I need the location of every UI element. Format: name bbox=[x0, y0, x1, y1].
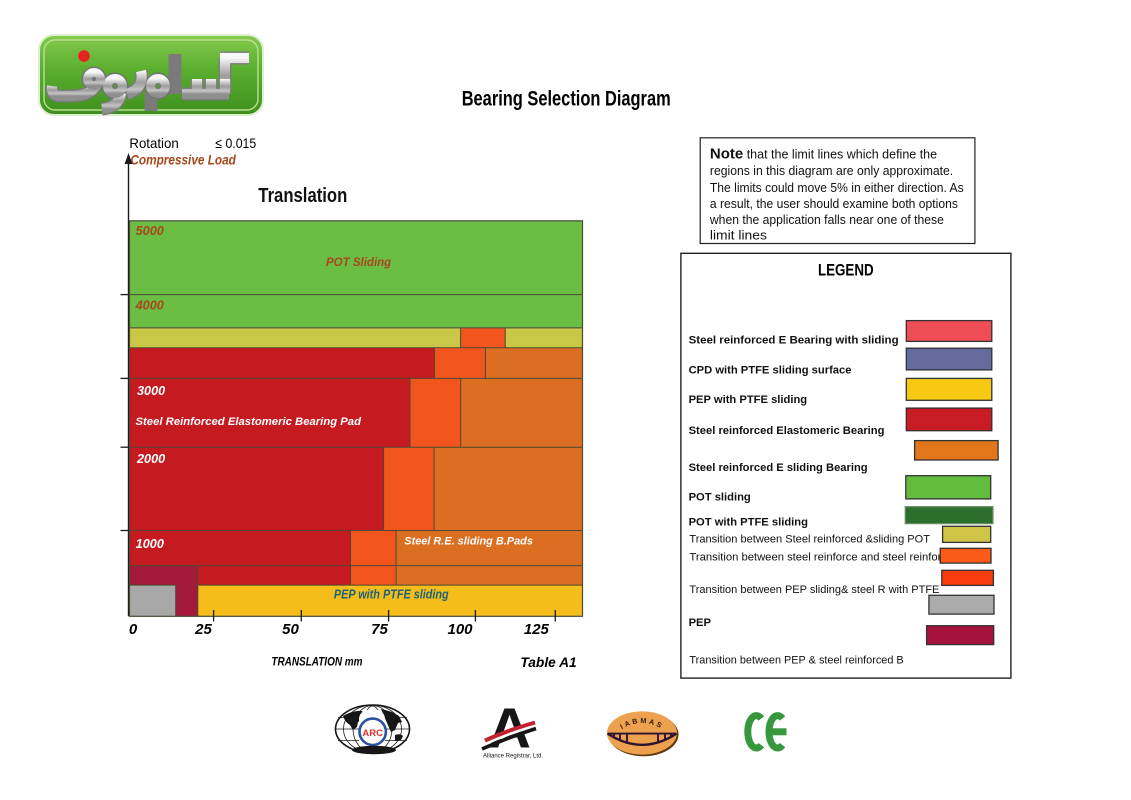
svg-text:Compressive Load: Compressive Load bbox=[130, 153, 236, 168]
svg-text:≤ 0.015: ≤ 0.015 bbox=[215, 135, 256, 151]
svg-text:Table A1: Table A1 bbox=[520, 654, 577, 670]
svg-text:Transition between PEP & steel: Transition between PEP & steel reinforce… bbox=[689, 655, 903, 667]
svg-text:POT sliding: POT sliding bbox=[689, 492, 751, 504]
svg-text:5000: 5000 bbox=[136, 224, 164, 238]
svg-text:Steel R.E. sliding B.Pads: Steel R.E. sliding B.Pads bbox=[404, 536, 533, 548]
svg-text:POT Sliding: POT Sliding bbox=[326, 255, 392, 269]
svg-text:1000: 1000 bbox=[136, 537, 164, 551]
svg-text:LEGEND: LEGEND bbox=[818, 262, 874, 280]
svg-text:100: 100 bbox=[447, 621, 473, 638]
svg-text:TRANSLATION mm: TRANSLATION mm bbox=[271, 657, 362, 669]
svg-text:The limits could move 5% in ei: The limits could move 5% in either direc… bbox=[710, 181, 964, 195]
svg-text:PEP with PTFE sliding: PEP with PTFE sliding bbox=[689, 394, 808, 406]
svg-text:Transition between PEP sliding: Transition between PEP sliding& steel R … bbox=[689, 584, 939, 596]
svg-text:50: 50 bbox=[282, 621, 299, 638]
svg-text:4000: 4000 bbox=[135, 298, 164, 312]
svg-text:3000: 3000 bbox=[137, 384, 165, 398]
svg-text:75: 75 bbox=[371, 621, 388, 638]
svg-text:Steel Reinforced Elastomeric B: Steel Reinforced Elastomeric Bearing Pad bbox=[136, 416, 363, 428]
svg-text:when the application falls nea: when the application falls near one of t… bbox=[709, 213, 944, 227]
svg-text:25: 25 bbox=[194, 621, 212, 638]
svg-text:regions in this diagram are on: regions in this diagram are only approxi… bbox=[710, 164, 953, 178]
svg-text:POT with PTFE sliding: POT with PTFE sliding bbox=[689, 517, 808, 529]
svg-text:2000: 2000 bbox=[136, 452, 165, 466]
svg-text:Translation: Translation bbox=[258, 185, 347, 207]
svg-text:PEP with PTFE sliding: PEP with PTFE sliding bbox=[334, 586, 449, 601]
svg-text:Steel reinforced E sliding Bea: Steel reinforced E sliding Bearing bbox=[689, 462, 868, 474]
svg-text:0: 0 bbox=[129, 621, 138, 638]
svg-text:Note that the limit lines whic: Note that the limit lines which define t… bbox=[710, 146, 937, 163]
svg-text:ARC: ARC bbox=[362, 728, 383, 739]
svg-text:Transition between Steel reinf: Transition between Steel reinforced &sli… bbox=[689, 534, 930, 546]
svg-text:a result, the user should exam: a result, the user should examine both o… bbox=[710, 197, 958, 211]
svg-text:Alliance Registrar, Ltd.: Alliance Registrar, Ltd. bbox=[483, 754, 543, 760]
svg-text:CPD with PTFE sliding surface: CPD with PTFE sliding surface bbox=[689, 365, 852, 377]
svg-text:Rotation: Rotation bbox=[129, 135, 178, 151]
svg-text:Steel reinforced E Bearing wit: Steel reinforced E Bearing with sliding bbox=[689, 334, 899, 346]
svg-text:limit lines: limit lines bbox=[710, 229, 767, 243]
svg-text:125: 125 bbox=[524, 621, 550, 638]
svg-text:PEP: PEP bbox=[689, 617, 712, 629]
svg-text:Bearing Selection Diagram: Bearing Selection Diagram bbox=[462, 87, 671, 110]
svg-text:Steel reinforced Elastomeric B: Steel reinforced Elastomeric Bearing bbox=[689, 425, 885, 437]
svg-text:Transition between steel reinf: Transition between steel reinforce and s… bbox=[689, 551, 941, 563]
